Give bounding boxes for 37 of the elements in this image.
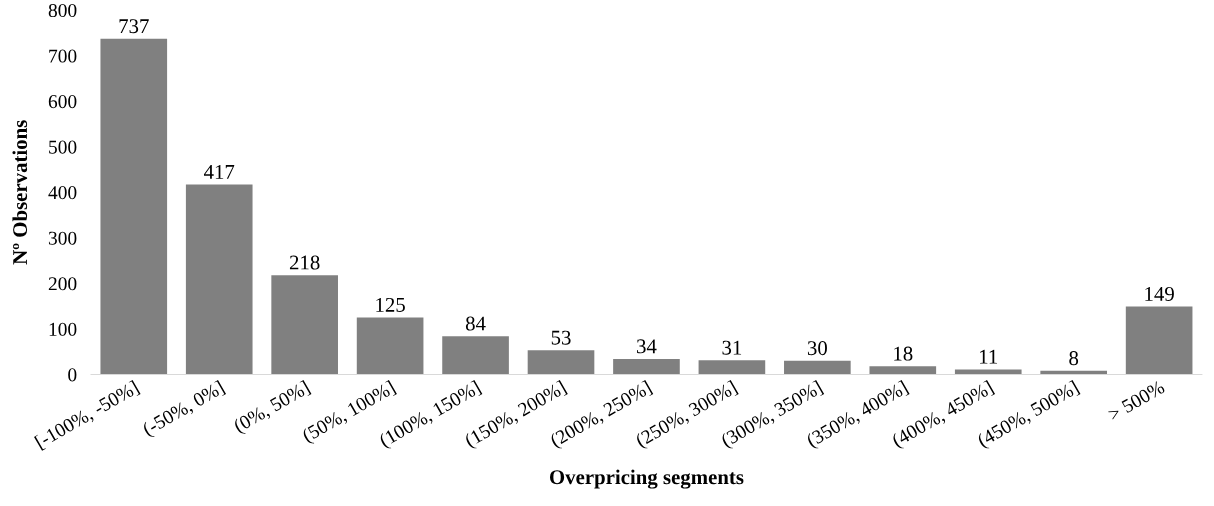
y-tick-label: 600	[48, 95, 77, 109]
y-tick-label: 0	[68, 368, 77, 382]
data-label: 8	[1069, 351, 1079, 366]
bar	[527, 350, 595, 375]
bar	[784, 360, 851, 375]
bar	[698, 360, 766, 375]
bar	[869, 366, 937, 375]
data-label: 149	[1145, 286, 1174, 301]
data-label: 31	[722, 340, 742, 355]
bar	[442, 336, 509, 375]
bar	[1125, 306, 1193, 375]
y-tick-label: 400	[48, 186, 77, 200]
bar	[185, 184, 253, 375]
x-tick-label: > 500%	[1107, 380, 1166, 422]
bar	[954, 369, 1022, 375]
y-tick-label: 200	[48, 277, 77, 291]
data-label: 125	[376, 297, 405, 312]
x-axis-title: Overpricing segments	[549, 469, 744, 489]
bar	[271, 275, 338, 375]
data-label: 737	[119, 19, 149, 34]
y-tick-label: 100	[49, 322, 77, 336]
bar	[100, 38, 168, 375]
y-axis-title: Nº Observations	[12, 120, 28, 265]
y-tick-label: 500	[49, 140, 77, 154]
bar	[613, 358, 680, 375]
data-label: 84	[465, 316, 486, 331]
data-label: 30	[807, 341, 827, 356]
data-label: 18	[894, 346, 913, 361]
data-label: 34	[637, 339, 657, 354]
data-label: 53	[551, 330, 571, 345]
bar	[356, 317, 424, 375]
data-label: 11	[980, 349, 998, 364]
y-tick-label: 800	[48, 3, 77, 18]
data-label: 417	[204, 164, 235, 179]
y-tick-label: 700	[49, 49, 77, 63]
data-label: 218	[289, 255, 320, 270]
y-tick-label: 300	[48, 231, 77, 245]
